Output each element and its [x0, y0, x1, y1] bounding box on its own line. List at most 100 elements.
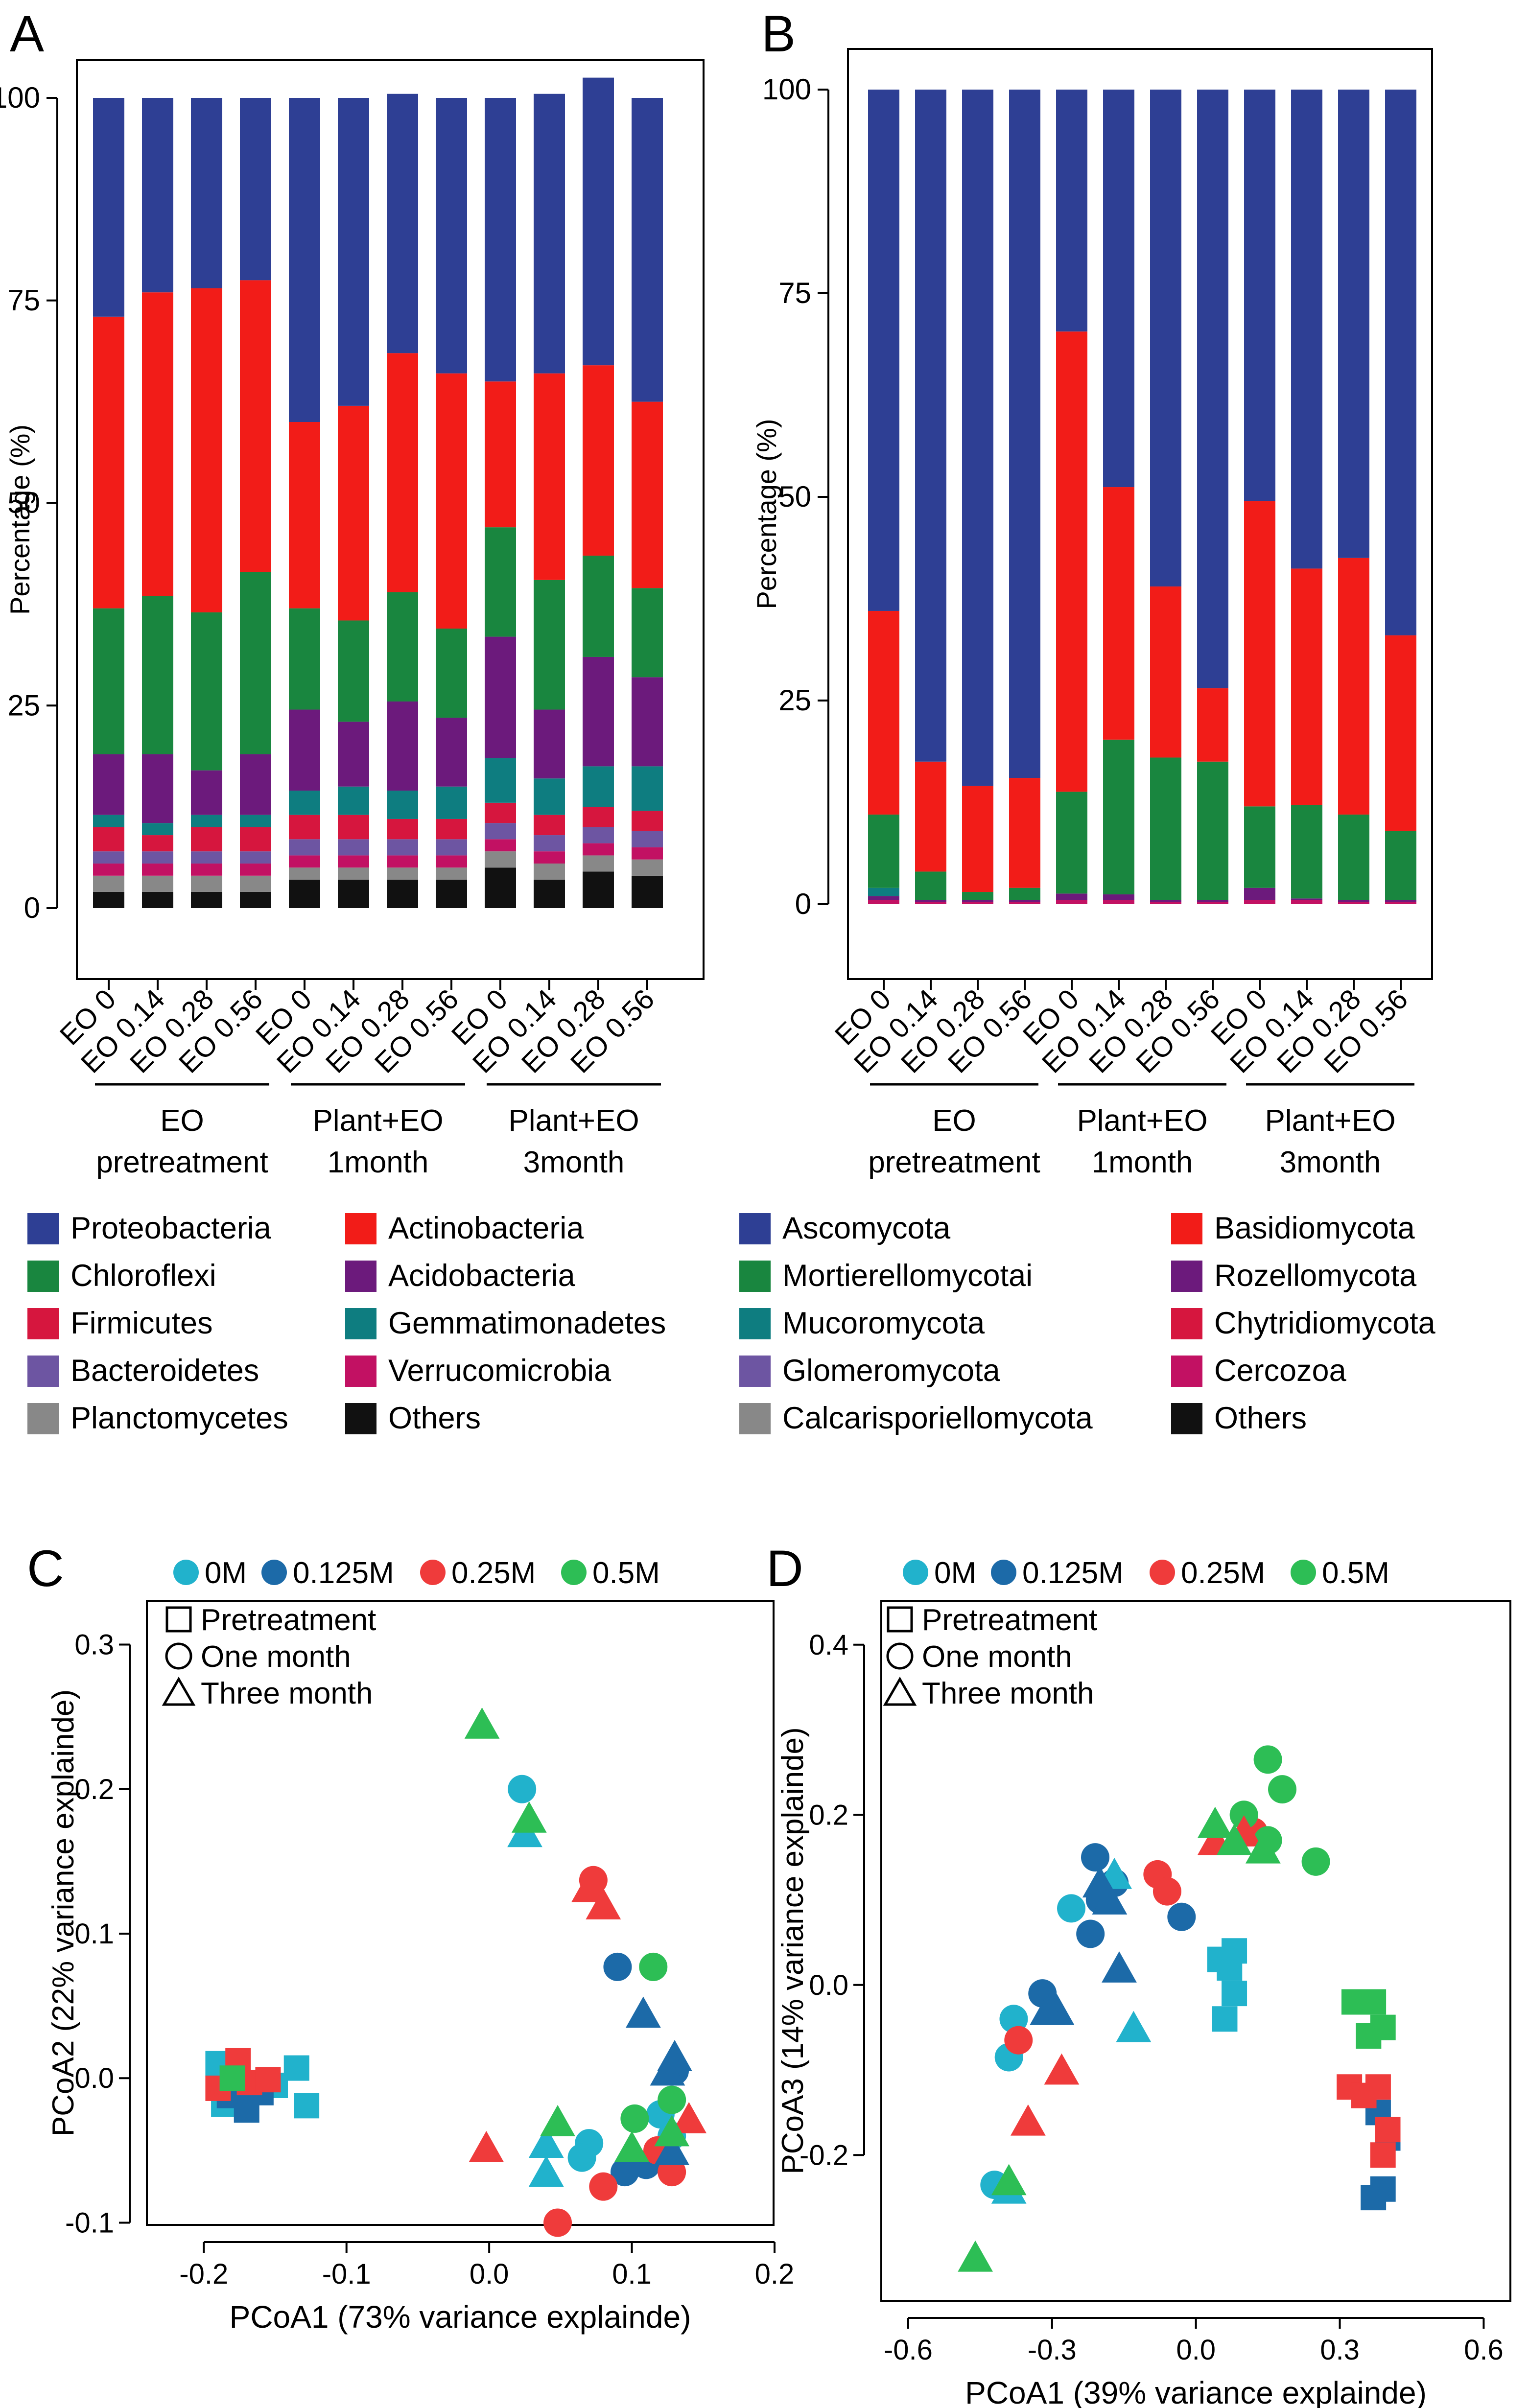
y-tick-label: 0.0	[809, 1969, 848, 2001]
point-triangle	[991, 2164, 1027, 2196]
point-triangle	[464, 1707, 500, 1739]
group-label-line1: Plant+EO	[1265, 1104, 1395, 1138]
bar-segment	[191, 863, 222, 876]
bar-segment	[1056, 792, 1087, 894]
bar-segment	[1291, 568, 1322, 805]
point-circle	[1081, 1843, 1109, 1872]
bar-segment	[142, 891, 173, 908]
legend-swatch	[27, 1356, 59, 1387]
point-triangle	[657, 2040, 692, 2071]
group-label-line1: EO	[160, 1104, 204, 1138]
bar-segment	[436, 629, 467, 718]
bar-segment	[289, 98, 320, 422]
point-triangle	[586, 1888, 621, 1919]
bar-segment	[1103, 487, 1134, 740]
y-tick-label: 50	[7, 487, 40, 519]
bar-segment	[1150, 757, 1181, 900]
point-square	[219, 2065, 245, 2091]
bar-segment	[436, 839, 467, 856]
legend-swatch	[27, 1308, 59, 1339]
point-square	[1370, 2142, 1396, 2168]
point-triangle	[654, 2133, 690, 2165]
bar-segment	[191, 770, 222, 815]
bar-segment	[1338, 90, 1369, 558]
bar-segment	[93, 875, 124, 892]
plot-frame	[76, 59, 705, 980]
point-triangle	[528, 2127, 564, 2158]
bar-segment	[915, 90, 946, 762]
bar-segment	[1150, 900, 1181, 902]
bar-segment	[962, 900, 993, 902]
bar-segment	[1291, 90, 1322, 569]
point-triangle	[958, 2240, 993, 2272]
bar-segment	[868, 610, 899, 815]
bar-segment	[1056, 331, 1087, 792]
point-triangle	[614, 2131, 650, 2162]
bar-segment	[583, 766, 614, 807]
bar-segment	[240, 98, 271, 281]
point-circle	[1004, 2026, 1033, 2055]
bar-segment	[93, 863, 124, 876]
panel-label-b: B	[761, 5, 796, 63]
legend-label: Bacteroidetes	[71, 1354, 259, 1388]
legend-shape-triangle	[883, 1676, 917, 1706]
bar-segment	[583, 656, 614, 767]
point-square	[1212, 2006, 1238, 2032]
point-circle	[508, 1775, 537, 1803]
y-tick-label: 0.1	[74, 1918, 114, 1950]
point-circle	[1057, 1894, 1086, 1923]
bar-segment	[1197, 90, 1228, 689]
bar-segment	[142, 754, 173, 823]
bar-segment	[1338, 558, 1369, 815]
point-triangle	[469, 2131, 504, 2162]
bar-segment	[1009, 900, 1040, 902]
bar-segment	[485, 381, 516, 528]
legend-shape-label: Three month	[922, 1677, 1094, 1710]
legend-swatch	[345, 1213, 376, 1244]
chart-d: -0.6 -0.3 0.0 0.3 0.6 PCoA1 (39% variance exp…	[776, 1556, 1511, 2408]
bar-segment	[387, 791, 418, 819]
legend-label: Chytridiomycota	[1214, 1306, 1436, 1340]
legend-color-dot	[1291, 1560, 1316, 1585]
bar-segment	[1009, 778, 1040, 888]
bar-segment	[289, 880, 320, 908]
bar-segment	[1244, 90, 1275, 501]
bar-segment	[632, 875, 663, 908]
bar-segment	[338, 855, 369, 868]
point-triangle	[511, 1801, 547, 1833]
legend-shape-circle	[165, 1642, 192, 1670]
bar-segment	[289, 791, 320, 815]
point-triangle	[1092, 1883, 1128, 1915]
bar-segment	[534, 815, 565, 836]
bar-segment	[436, 818, 467, 840]
bar-segment	[1291, 900, 1322, 904]
y-tick-label: 0.3	[74, 1629, 114, 1661]
bar-segment	[93, 815, 124, 827]
bar-segment	[240, 863, 271, 876]
bar-segment	[1291, 804, 1322, 899]
bar-segment	[240, 891, 271, 908]
bar-segment	[1197, 688, 1228, 762]
bar-segment	[485, 636, 516, 758]
bar-segment	[485, 851, 516, 868]
bar-segment	[534, 863, 565, 880]
bar-segment	[142, 292, 173, 596]
y-tick-label: -0.2	[800, 2139, 848, 2171]
bar-segment	[1244, 888, 1275, 900]
point-square	[1370, 2014, 1396, 2040]
bar-segment	[1103, 739, 1134, 895]
bar-segment	[1385, 90, 1416, 635]
bar-segment	[338, 722, 369, 787]
bar-segment	[1385, 902, 1416, 904]
legend-swatch	[739, 1403, 771, 1434]
bar-segment	[191, 851, 222, 864]
bar-segment	[142, 863, 173, 876]
bar-segment	[240, 815, 271, 827]
legend-label: Mucoromycota	[782, 1306, 985, 1340]
point-circle	[1229, 1800, 1258, 1829]
point-square	[1222, 1981, 1247, 2007]
legend-swatch	[739, 1213, 771, 1244]
bar-segment	[915, 900, 946, 902]
bar-segment	[1009, 888, 1040, 900]
bar-segment	[338, 786, 369, 815]
